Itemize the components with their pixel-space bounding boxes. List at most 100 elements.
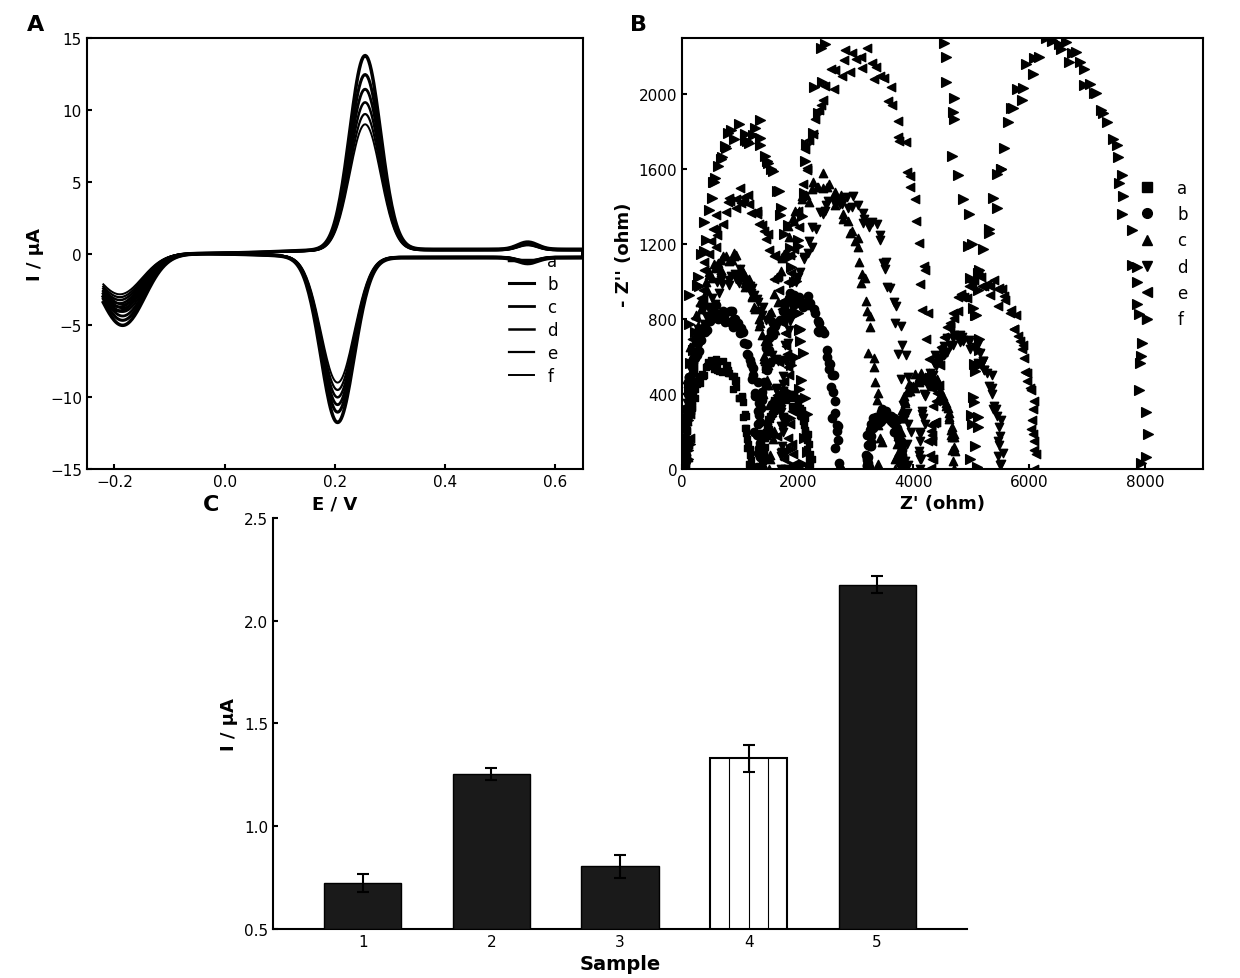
Point — [987, 167, 1007, 183]
Point — [676, 429, 696, 445]
Point — [787, 395, 807, 411]
Point — [825, 185, 844, 200]
Point — [758, 227, 777, 243]
Point — [715, 315, 735, 331]
Point — [702, 306, 722, 322]
Point — [930, 387, 950, 403]
Point — [764, 404, 784, 420]
Point — [966, 307, 986, 323]
Point — [744, 299, 764, 315]
Point — [791, 406, 811, 422]
Point — [868, 418, 888, 433]
Point — [928, 373, 947, 388]
Point — [988, 299, 1008, 315]
Point — [858, 345, 878, 361]
Point — [678, 386, 698, 402]
Point — [755, 353, 775, 369]
Point — [713, 303, 733, 319]
Point — [764, 392, 784, 408]
Point — [866, 410, 885, 425]
Point — [764, 432, 784, 448]
Point — [790, 408, 810, 423]
Point — [1023, 427, 1043, 443]
Point — [835, 43, 854, 59]
Point — [810, 104, 830, 119]
Point — [924, 377, 944, 392]
Point — [677, 457, 697, 472]
Point — [915, 370, 935, 385]
Point — [755, 431, 775, 447]
Point — [724, 249, 744, 265]
Point — [756, 313, 776, 329]
Point — [751, 308, 771, 324]
Point — [768, 270, 787, 286]
Point — [761, 409, 781, 424]
Point — [761, 348, 781, 364]
Point — [866, 411, 885, 426]
Point — [702, 191, 722, 206]
Point — [686, 381, 706, 397]
Point — [900, 383, 920, 399]
Point — [887, 421, 906, 436]
Point — [733, 195, 753, 210]
Point — [754, 352, 774, 368]
Point — [768, 381, 787, 397]
Point — [915, 389, 935, 405]
Point — [893, 403, 913, 419]
Point — [678, 410, 698, 425]
Point — [949, 289, 968, 305]
Point — [709, 287, 729, 302]
Point — [727, 247, 746, 263]
Point — [684, 351, 704, 367]
Point — [753, 454, 773, 469]
Point — [942, 443, 962, 459]
Point — [680, 407, 699, 422]
Point — [910, 433, 930, 449]
Point — [1042, 32, 1061, 48]
Point — [987, 200, 1007, 216]
Point — [944, 429, 963, 445]
Point — [673, 419, 693, 434]
Point — [1042, 34, 1061, 50]
Point — [802, 220, 822, 236]
Point — [745, 301, 765, 317]
Point — [929, 378, 949, 394]
Point — [884, 411, 904, 426]
Point — [779, 336, 799, 352]
Point — [768, 295, 787, 311]
Point — [768, 390, 787, 406]
Point — [673, 421, 693, 436]
Point — [863, 421, 883, 436]
Point — [712, 271, 732, 287]
Point — [796, 188, 816, 203]
Point — [791, 296, 811, 312]
Point — [689, 298, 709, 314]
Point — [944, 338, 963, 354]
Point — [827, 194, 847, 209]
Point — [861, 439, 880, 455]
Point — [967, 460, 987, 475]
Point — [940, 320, 960, 335]
Point — [880, 410, 900, 425]
Point — [733, 410, 753, 425]
Point — [686, 390, 706, 406]
Point — [900, 180, 920, 196]
Point — [770, 387, 790, 403]
Point — [768, 354, 787, 370]
Point — [1001, 303, 1021, 319]
Point — [944, 328, 963, 343]
Point — [797, 441, 817, 457]
Point — [688, 270, 708, 286]
Point — [982, 380, 1002, 396]
Point — [939, 401, 959, 417]
Point — [733, 266, 753, 282]
Point — [1136, 404, 1156, 420]
Point — [765, 319, 785, 334]
Point — [717, 248, 737, 264]
Point — [775, 462, 795, 477]
Point — [702, 301, 722, 317]
Point — [799, 234, 818, 249]
Point — [794, 457, 813, 472]
Point — [683, 360, 703, 376]
Point — [681, 437, 701, 453]
